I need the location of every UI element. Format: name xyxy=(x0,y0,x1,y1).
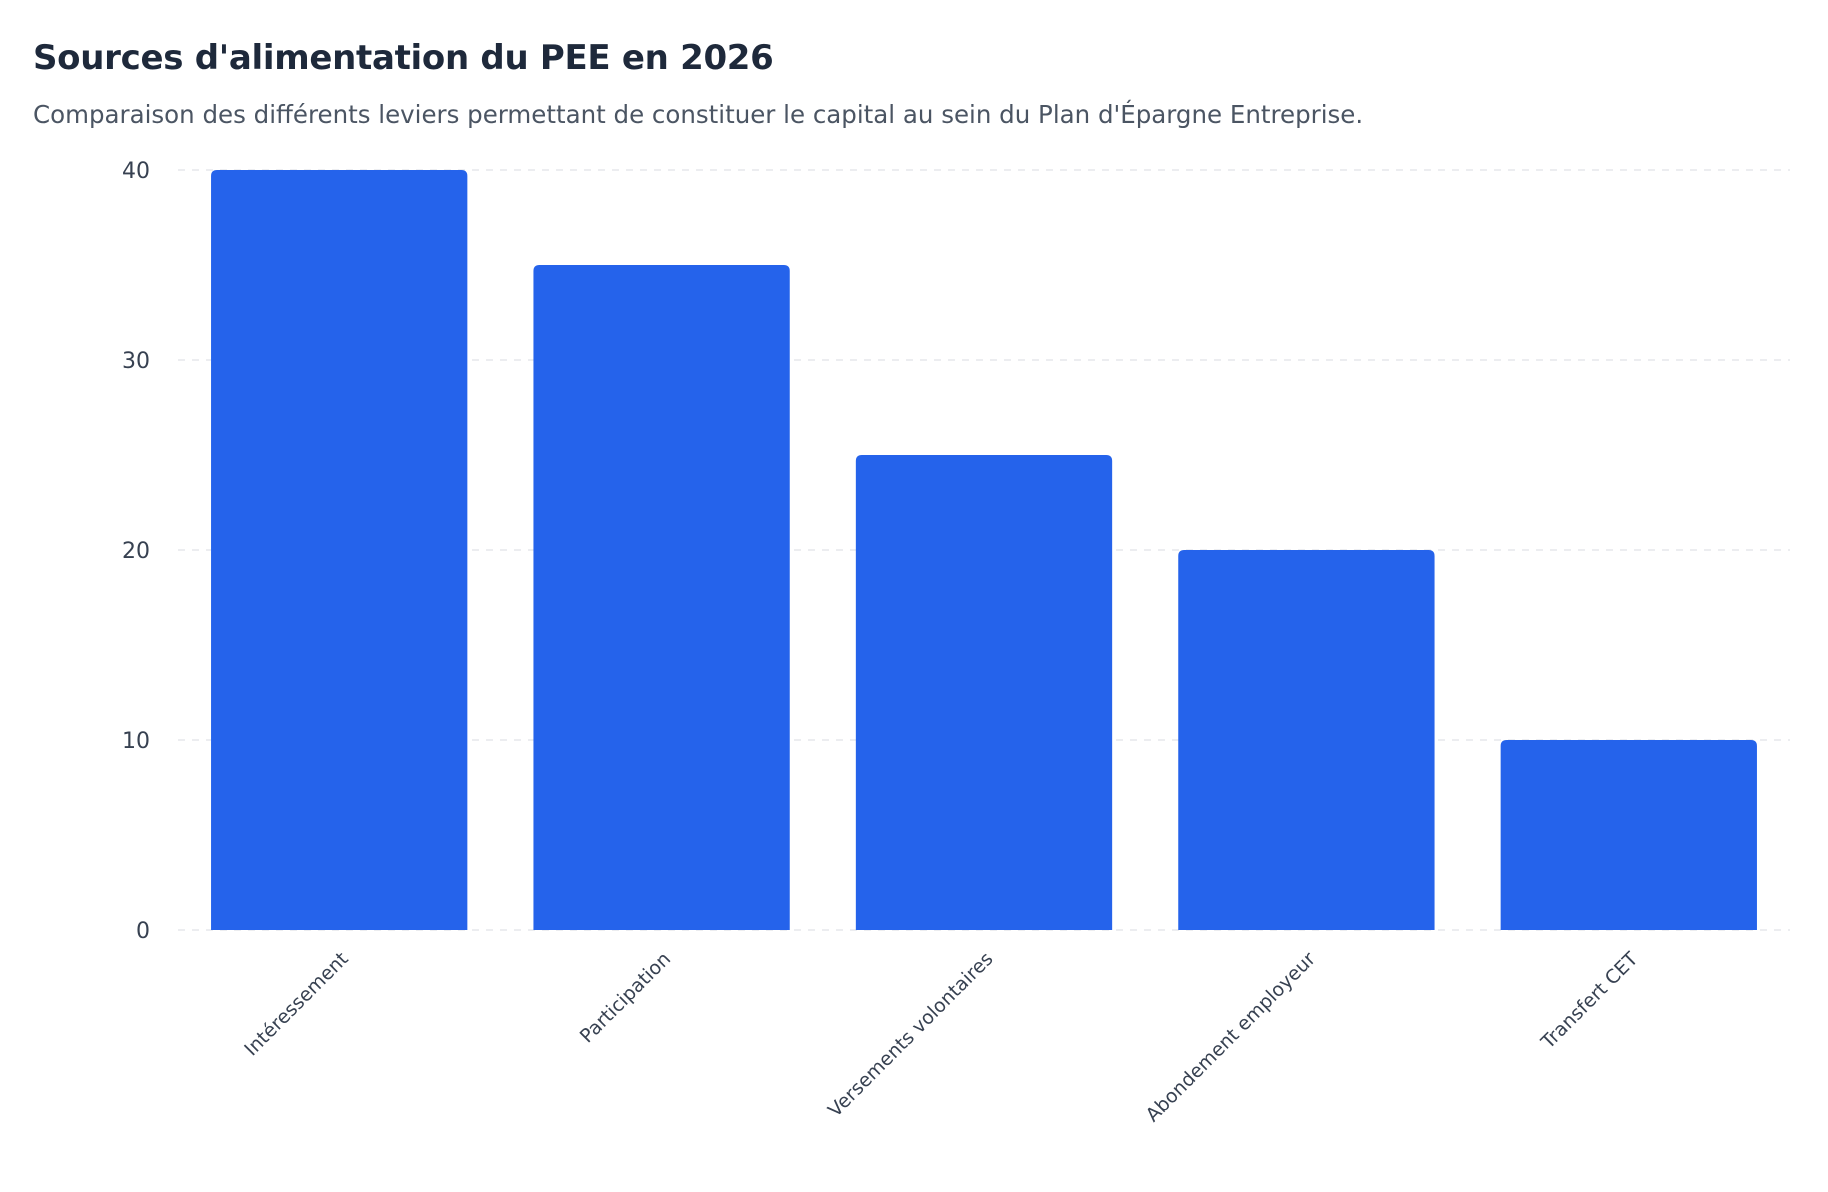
y-tick-label: 30 xyxy=(122,349,150,374)
y-axis-ticks: 0 10 20 30 40 xyxy=(122,159,150,944)
chart-subtitle: Comparaison des différents leviers perme… xyxy=(33,100,1364,129)
bar[interactable] xyxy=(1178,550,1435,930)
y-tick-label: 20 xyxy=(122,539,150,564)
x-category-label: Versements volontaires xyxy=(824,948,998,1122)
y-tick-label: 40 xyxy=(122,159,150,184)
x-category-label: Intéressement xyxy=(240,948,352,1060)
chart-title: Sources d'alimentation du PEE en 2026 xyxy=(33,38,774,78)
bar[interactable] xyxy=(1500,740,1757,930)
x-category-label: Participation xyxy=(576,948,675,1047)
x-category-label: Abondement employeur xyxy=(1142,948,1320,1126)
bar[interactable] xyxy=(855,455,1113,930)
x-axis-labels: Intéressement Participation Versements vol… xyxy=(240,948,1642,1127)
bar[interactable] xyxy=(533,265,790,930)
y-tick-label: 0 xyxy=(136,919,150,944)
x-category-label: Transfert CET xyxy=(1536,948,1642,1054)
bar[interactable] xyxy=(211,170,468,930)
y-tick-label: 10 xyxy=(122,729,150,754)
bars xyxy=(211,170,1757,930)
